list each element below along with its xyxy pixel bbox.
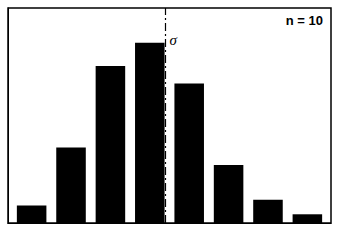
svg-text:σ: σ bbox=[170, 32, 178, 48]
svg-text:n = 10: n = 10 bbox=[286, 13, 323, 28]
